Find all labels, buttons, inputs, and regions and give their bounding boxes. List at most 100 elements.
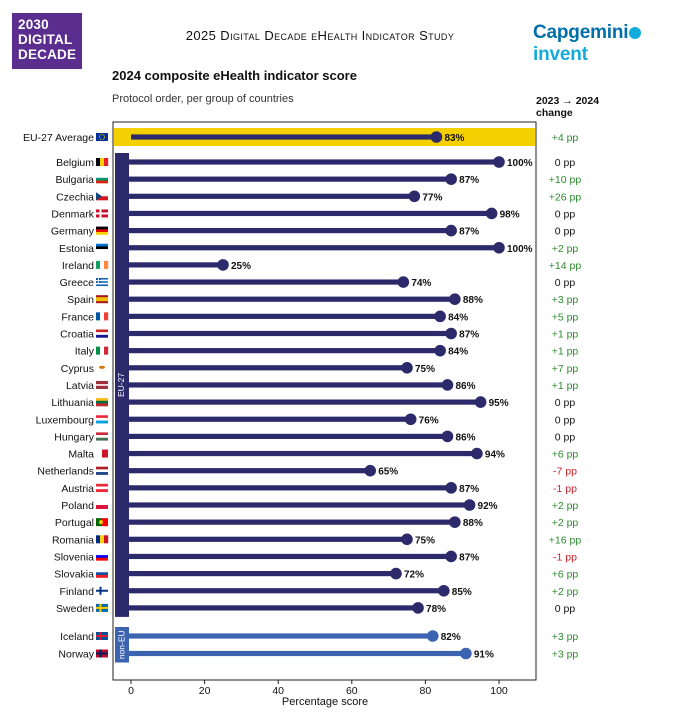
- flag-nl-icon: [96, 472, 108, 475]
- score-dot: [412, 602, 424, 614]
- change-label: +7 pp: [552, 363, 579, 375]
- average-bar: [131, 134, 437, 140]
- country-label: Netherlands: [37, 466, 94, 478]
- value-label: 75%: [415, 364, 435, 375]
- country-label: Slovenia: [54, 551, 94, 563]
- change-label: +6 pp: [552, 569, 579, 581]
- value-label: 75%: [415, 535, 435, 546]
- score-dot: [449, 516, 461, 528]
- value-label: 87%: [459, 227, 479, 238]
- country-label: Slovakia: [54, 569, 94, 581]
- change-label: -1 pp: [553, 551, 577, 563]
- flag-nl-icon: [96, 466, 108, 470]
- score-bar: [129, 519, 455, 525]
- score-dot: [438, 584, 450, 597]
- country-label: Germany: [51, 226, 95, 238]
- value-label: 86%: [455, 381, 475, 392]
- flag-it-icon: [104, 346, 109, 355]
- value-label: 82%: [441, 632, 461, 643]
- value-label: 88%: [463, 518, 483, 529]
- change-label: -1 pp: [553, 483, 577, 495]
- score-bar: [129, 450, 477, 457]
- brand-part-1: Capgemini: [533, 22, 629, 43]
- flag-ro-icon: [100, 535, 105, 544]
- flag-mt-icon: [96, 449, 102, 458]
- flag-ro-icon: [96, 535, 101, 544]
- flag-hu-icon: [96, 432, 108, 436]
- change-label: +1 pp: [552, 346, 579, 358]
- flag-ie-icon: [96, 260, 101, 269]
- group-bar-eu-27: [115, 153, 129, 617]
- value-label: 94%: [485, 450, 505, 461]
- score-dot: [445, 224, 457, 237]
- score-bar: [129, 296, 455, 302]
- change-label: +2 pp: [552, 243, 579, 255]
- flag-fr-icon: [100, 312, 105, 321]
- flag-be-icon: [96, 158, 101, 166]
- x-tick-label: 40: [272, 685, 284, 697]
- country-label: Finland: [60, 586, 95, 598]
- flag-ro-icon: [104, 535, 109, 544]
- flag-fr-icon: [104, 312, 109, 321]
- digital-decade-logo: 2030 DIGITAL DECADE: [12, 13, 82, 69]
- change-label: 0 pp: [555, 226, 576, 238]
- value-label: 84%: [448, 347, 468, 358]
- flag-si-icon: [96, 555, 108, 558]
- value-label: 76%: [419, 415, 439, 426]
- country-label: Estonia: [59, 243, 94, 255]
- flag-pl-icon: [96, 501, 108, 505]
- change-label: +2 pp: [552, 586, 579, 598]
- flag-dk-icon: [99, 209, 102, 218]
- value-label: 83%: [444, 133, 464, 144]
- flag-cy-icon: [99, 365, 105, 369]
- score-bar: [129, 468, 371, 474]
- value-label: 65%: [378, 467, 398, 478]
- score-bar: [129, 313, 441, 319]
- change-label: 0 pp: [555, 277, 576, 289]
- value-label: 85%: [452, 587, 472, 598]
- study-title: 2025 Digital Decade eHealth Indicator St…: [185, 28, 455, 43]
- country-label: Belgium: [56, 157, 94, 169]
- value-label: 84%: [448, 312, 468, 323]
- value-label: 74%: [411, 278, 431, 289]
- flag-si-icon: [96, 552, 108, 556]
- change-label: +1 pp: [552, 380, 579, 392]
- value-label: 100%: [507, 244, 533, 255]
- score-dot: [401, 362, 413, 374]
- flag-bg-icon: [96, 177, 108, 181]
- value-label: 98%: [500, 209, 520, 220]
- flag-be-icon: [104, 158, 109, 166]
- score-bar: [129, 502, 470, 508]
- flag-eu-icon: [96, 133, 108, 141]
- score-bar: [129, 571, 396, 577]
- score-dot: [445, 550, 457, 563]
- score-bar: [129, 279, 404, 285]
- change-label: 0 pp: [555, 157, 576, 169]
- plot-frame: [112, 121, 537, 681]
- score-dot: [390, 567, 402, 580]
- x-axis-label: Percentage score: [282, 696, 368, 708]
- value-label: 92%: [478, 501, 498, 512]
- flag-hu-icon: [96, 435, 108, 438]
- score-bar: [129, 650, 466, 657]
- change-label: -7 pp: [553, 466, 577, 478]
- flag-gr-icon: [96, 279, 108, 282]
- country-label: Ireland: [62, 260, 94, 272]
- change-label: +14 pp: [549, 260, 582, 272]
- flag-es-icon: [96, 297, 108, 302]
- value-label: 87%: [459, 330, 479, 341]
- flag-be-icon: [100, 158, 105, 166]
- flag-fi-icon: [96, 589, 108, 592]
- flag-at-icon: [96, 486, 108, 490]
- score-dot: [397, 276, 410, 288]
- value-label: 87%: [459, 484, 479, 495]
- flag-it-icon: [100, 346, 105, 355]
- x-tick-label: 80: [420, 685, 432, 697]
- group-label: EU-27: [116, 373, 126, 397]
- score-dot: [217, 259, 229, 271]
- flag-at-icon: [96, 489, 108, 493]
- score-dot: [460, 647, 472, 660]
- country-label: Malta: [68, 449, 94, 461]
- flag-is-icon: [96, 635, 108, 637]
- score-dot: [434, 310, 446, 323]
